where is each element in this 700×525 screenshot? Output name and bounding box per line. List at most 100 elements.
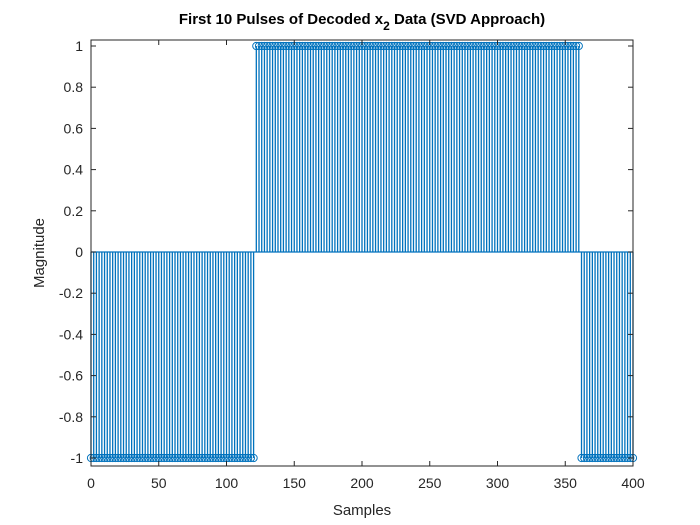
stem-marker-15 xyxy=(127,453,136,463)
stem-marker-116 xyxy=(401,41,410,51)
stem-marker-89 xyxy=(328,41,337,51)
stem-marker-161 xyxy=(523,41,532,51)
y-tick-label-9: 0.8 xyxy=(64,79,84,95)
stem-marker-78 xyxy=(298,41,307,51)
stem-marker-58 xyxy=(244,453,253,463)
stem-marker-79 xyxy=(300,41,310,51)
stem-marker-177 xyxy=(566,41,575,51)
stem-marker-171 xyxy=(550,41,559,51)
stem-marker-39 xyxy=(192,453,201,463)
stem-marker-163 xyxy=(528,41,537,51)
stem-marker-142 xyxy=(471,41,480,51)
stem-marker-68 xyxy=(271,41,280,51)
stem-marker-172 xyxy=(553,41,562,51)
stem-marker-8 xyxy=(108,453,117,463)
stem-marker-109 xyxy=(382,41,391,51)
stem-marker-191 xyxy=(604,453,613,463)
stem-marker-112 xyxy=(390,41,399,51)
stem-marker-7 xyxy=(105,453,115,463)
stem-marker-93 xyxy=(338,41,348,51)
stem-marker-46 xyxy=(211,453,220,463)
stem-marker-144 xyxy=(477,41,486,51)
stem-marker-105 xyxy=(371,41,380,51)
x-tick-label-250: 250 xyxy=(418,475,442,491)
stem-marker-55 xyxy=(235,453,245,463)
stem-marker-98 xyxy=(352,41,361,51)
stem-marker-118 xyxy=(406,41,415,51)
stem-marker-57 xyxy=(241,453,250,463)
stem-marker-103 xyxy=(366,41,375,51)
stem-marker-132 xyxy=(444,41,453,51)
stem-marker-63 xyxy=(257,41,266,51)
x-tick-label-200: 200 xyxy=(350,475,374,491)
stem-marker-122 xyxy=(417,41,426,51)
stem-marker-37 xyxy=(187,453,196,463)
x-tick-label-0: 0 xyxy=(87,475,95,491)
x-tick-label-300: 300 xyxy=(486,475,510,491)
stem-marker-114 xyxy=(395,41,405,51)
stem-marker-135 xyxy=(452,41,461,51)
stem-marker-145 xyxy=(479,41,489,51)
y-tick-label-2: -0.6 xyxy=(59,368,83,384)
stem-marker-94 xyxy=(341,41,350,51)
x-tick-label-50: 50 xyxy=(151,475,167,491)
x-axis-label: Samples xyxy=(333,502,391,519)
stem-marker-5 xyxy=(100,453,109,463)
x-tick-label-350: 350 xyxy=(554,475,578,491)
stem-marker-174 xyxy=(558,41,567,51)
stem-marker-33 xyxy=(176,453,185,463)
stem-marker-77 xyxy=(295,41,304,51)
stem-marker-190 xyxy=(601,453,611,463)
stem-marker-99 xyxy=(355,41,364,51)
y-tick-label-4: -0.2 xyxy=(59,285,83,301)
stem-marker-176 xyxy=(563,41,573,51)
axes: 0 50 100 150 200 250 300 350 400 -1 -0.8 -0.6 -0.4 -0… xyxy=(59,38,645,491)
stem-marker-47 xyxy=(214,453,223,463)
stem-marker-127 xyxy=(431,41,440,51)
stem-marker-111 xyxy=(387,41,396,51)
stem-marker-48 xyxy=(216,453,226,463)
stem-marker-179 xyxy=(571,41,581,51)
y-tick-label-7: 0.4 xyxy=(64,162,84,178)
stem-marker-199 xyxy=(626,453,635,463)
y-tick-label-5: 0 xyxy=(75,244,83,260)
chart-title: First 10 Pulses of Decoded x2 Data (SVD … xyxy=(179,11,545,33)
stem-marker-87 xyxy=(322,41,331,51)
stem-marker-160 xyxy=(520,41,529,51)
stem-marker-138 xyxy=(460,41,470,51)
stem-marker-32 xyxy=(173,453,182,463)
y-tick-label-6: 0.2 xyxy=(64,203,84,219)
y-tick-label-3: -0.4 xyxy=(59,326,83,342)
stem-marker-151 xyxy=(496,41,505,51)
stem-marker-12 xyxy=(119,453,128,463)
stem-marker-40 xyxy=(195,453,204,463)
stem-marker-82 xyxy=(309,41,318,51)
stem-marker-130 xyxy=(439,41,448,51)
stem-marker-129 xyxy=(436,41,445,51)
stem-marker-60 xyxy=(249,453,258,463)
stem-marker-195 xyxy=(615,453,624,463)
stem-marker-107 xyxy=(376,41,386,51)
stem-marker-194 xyxy=(612,453,621,463)
stem-marker-159 xyxy=(517,41,526,51)
stem-lines xyxy=(90,46,634,458)
stem-marker-141 xyxy=(469,41,478,51)
stem-marker-90 xyxy=(330,41,339,51)
stem-marker-136 xyxy=(455,41,464,51)
stem-marker-54 xyxy=(233,453,242,463)
stem-marker-192 xyxy=(607,453,616,463)
stem-marker-117 xyxy=(403,41,413,51)
stem-marker-181 xyxy=(577,453,586,463)
stem-marker-152 xyxy=(498,41,508,51)
stem-marker-196 xyxy=(618,453,627,463)
stem-marker-169 xyxy=(544,41,554,51)
stem-marker-6 xyxy=(103,453,112,463)
stem-marker-22 xyxy=(146,453,155,463)
stem-marker-183 xyxy=(582,453,592,463)
stem-marker-108 xyxy=(379,41,388,51)
stem-marker-10 xyxy=(114,453,123,463)
stem-marker-67 xyxy=(268,41,277,51)
stem-marker-28 xyxy=(162,453,171,463)
plot-area xyxy=(86,41,638,463)
stem-marker-80 xyxy=(303,41,312,51)
